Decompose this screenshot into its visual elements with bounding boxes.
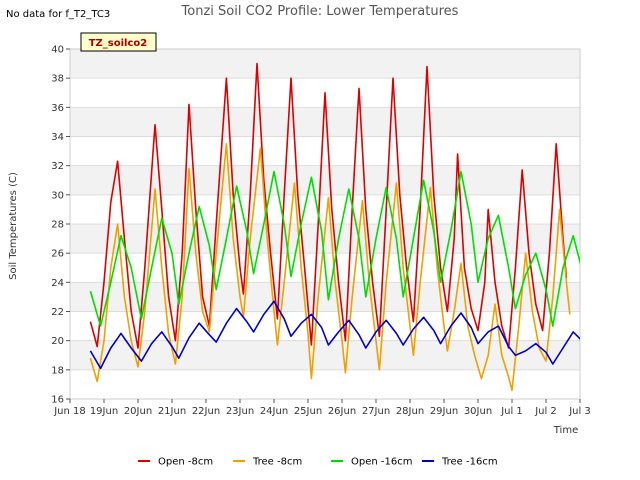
y-axis-title: Soil Temperatures (C) <box>8 172 19 280</box>
x-tick-label: 22Jun <box>192 406 220 417</box>
series-line-3 <box>89 300 580 370</box>
y-tick-label: 16 <box>51 395 64 406</box>
y-tick-label: 28 <box>51 220 64 231</box>
legend-label-3: Tree -16cm <box>441 457 498 468</box>
x-tick-label: 24Jun <box>260 406 288 417</box>
x-axis: Jun 18 19Jun 20Jun 21Jun 22Jun 23Jun 24Jun 25Ju… <box>53 399 591 417</box>
x-tick-label: 29Jun <box>430 406 458 417</box>
y-tick-label: 40 <box>51 45 64 56</box>
legend-label-1: Tree -8cm <box>252 457 302 468</box>
y-tick-label: 22 <box>51 307 64 318</box>
legend: Open -8cm Tree -8cm Open -16cm Tree -16cm <box>138 457 498 468</box>
x-tick-label: 20Jun <box>124 406 152 417</box>
plot-band <box>70 107 580 137</box>
dataset-tag-box <box>80 32 157 52</box>
plot-band <box>70 165 580 195</box>
series-lines <box>89 62 580 392</box>
plot-band <box>70 194 580 224</box>
y-tick-label: 24 <box>51 278 64 289</box>
y-tick-label: 18 <box>51 365 64 376</box>
x-tick-label: Jul 2 <box>534 406 557 417</box>
y-tick-label: 38 <box>51 74 64 85</box>
chart-title: Tonzi Soil CO2 Profile: Lower Temperatur… <box>181 4 459 19</box>
series-line-2 <box>89 170 580 327</box>
y-tick-label: 34 <box>51 132 64 143</box>
plot-band <box>70 340 580 370</box>
plot-band <box>70 369 580 399</box>
y-tick-label: 20 <box>51 336 64 347</box>
plot-band <box>70 136 580 166</box>
x-axis-title: Time <box>553 425 578 436</box>
y-tick-label: 30 <box>51 190 64 201</box>
plot-band <box>70 49 580 79</box>
x-tick-label: 27Jun <box>362 406 390 417</box>
legend-label-2: Open -16cm <box>351 457 412 468</box>
x-tick-label: 23Jun <box>226 406 254 417</box>
series-line-1 <box>89 143 571 392</box>
y-axis: 16 18 20 22 24 26 28 30 32 34 36 38 40 <box>51 45 70 406</box>
y-tick-label: 26 <box>51 249 64 260</box>
x-tick-label: 25Jun <box>294 406 322 417</box>
dataset-tag-label: TZ_soilco2 <box>89 38 148 49</box>
x-tick-label: Jun 18 <box>53 406 86 417</box>
no-data-note: No data for f_T2_TC3 <box>6 9 110 20</box>
x-tick-label: 26Jun <box>328 406 356 417</box>
y-tick-label: 36 <box>51 103 64 114</box>
legend-label-0: Open -8cm <box>158 457 213 468</box>
x-tick-label: Jul 3 <box>568 406 591 417</box>
y-tick-label: 32 <box>51 161 64 172</box>
x-tick-label: 30Jun <box>464 406 492 417</box>
x-tick-label: Jul 1 <box>500 406 523 417</box>
x-tick-label: 21Jun <box>158 406 186 417</box>
x-tick-label: 28Jun <box>396 406 424 417</box>
dataset-tag: TZ_soilco2 <box>80 32 157 52</box>
series-line-0 <box>89 62 568 349</box>
x-tick-label: 19Jun <box>90 406 118 417</box>
